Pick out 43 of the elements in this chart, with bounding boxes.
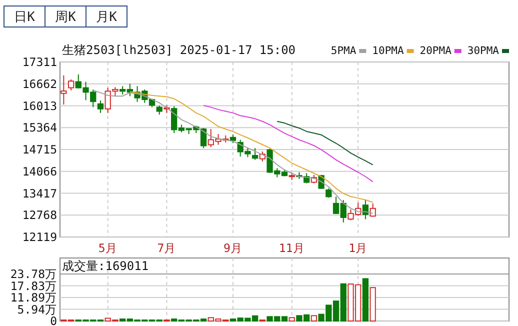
- candlestick: [326, 188, 332, 198]
- y-tick-label: 16662: [22, 76, 57, 91]
- line-series: [276, 120, 374, 166]
- legend-label: 20PMA: [420, 45, 452, 57]
- candlestick: [68, 78, 74, 91]
- bar: [310, 315, 318, 322]
- x-tick-label: 7月: [157, 241, 176, 255]
- bar: [370, 287, 376, 322]
- candlestick: [252, 148, 258, 160]
- y-tick-label: 15364: [22, 120, 58, 135]
- y-tick-label: 0: [50, 314, 58, 326]
- legend-label: 10PMA: [372, 45, 404, 57]
- y-tick-label: 14066: [22, 164, 58, 178]
- y-tick-label: 12768: [22, 208, 58, 222]
- legend-label: 5PMA: [330, 45, 357, 57]
- y-tick-label: 11.89万: [10, 290, 57, 304]
- bar: [288, 317, 295, 322]
- text: 月K: [96, 10, 118, 25]
- y-tick-label: 16013: [22, 98, 58, 113]
- chart-title: 生猪2503[lh2503] 2025-01-17 15:00: [62, 43, 296, 57]
- text: 周K: [55, 10, 76, 25]
- y-tick-label: 14715: [22, 142, 57, 156]
- y-tick-label: 17311: [22, 55, 58, 69]
- y-tick-label: 12119: [22, 230, 58, 244]
- candlestick: [60, 74, 67, 106]
- chart-title: 成交量:169011: [62, 259, 149, 273]
- x-tick-label: 9月: [224, 241, 242, 255]
- line-series: [203, 105, 374, 182]
- candlestick: [370, 202, 376, 218]
- x-tick-label: 1月: [348, 241, 368, 255]
- legend-label: 30PMA: [467, 45, 500, 57]
- y-tick-label: 17.83万: [10, 278, 57, 293]
- y-tick-label: 23.78万: [10, 267, 57, 281]
- y-tick-label: 5.94万: [17, 302, 57, 316]
- candlestick: [97, 100, 104, 114]
- text: 日K: [14, 10, 36, 25]
- y-tick-label: 13417: [22, 186, 58, 200]
- candlestick: [362, 200, 369, 220]
- x-tick-label: 11月: [278, 241, 305, 255]
- bar: [362, 278, 369, 322]
- candlestick: [156, 105, 162, 116]
- x-tick-label: 5月: [98, 241, 118, 255]
- candlestick: [200, 127, 207, 149]
